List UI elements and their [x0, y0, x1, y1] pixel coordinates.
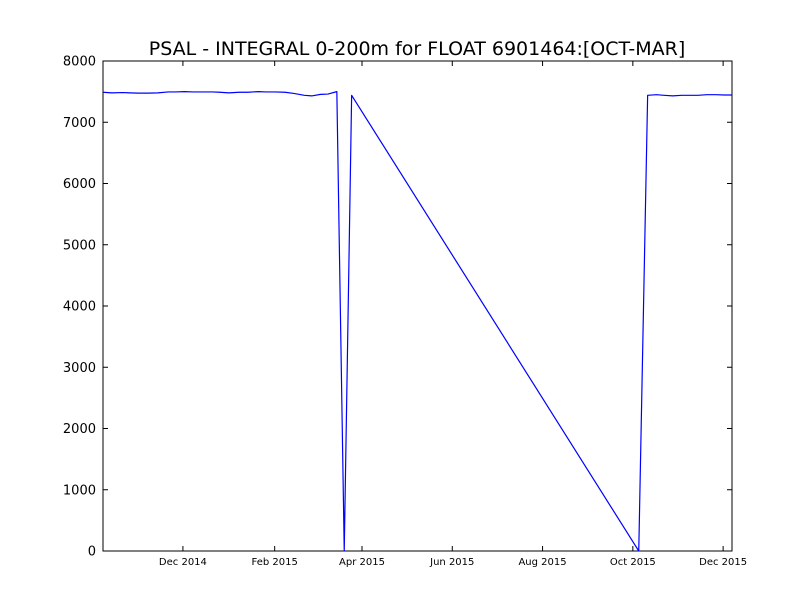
series-line [102, 91, 732, 552]
y-tick-label: 8000 [63, 55, 96, 70]
y-tick-label: 1000 [63, 483, 96, 498]
y-tick-label: 7000 [63, 116, 96, 131]
plot-area: 0 1000 2000 3000 4000 5000 6000 7000 8000 Dec 201… [63, 55, 747, 569]
y-tick-label: 3000 [63, 361, 96, 376]
x-tick-label: Apr 2015 [339, 557, 385, 568]
y-tick-label: 5000 [63, 238, 96, 253]
y-tick-label: 2000 [63, 422, 96, 437]
x-tick-label: Aug 2015 [518, 557, 566, 568]
y-tick-label: 6000 [63, 177, 96, 192]
plot-frame [102, 60, 733, 552]
x-tick-label: Dec 2014 [159, 557, 207, 568]
x-tick-label: Feb 2015 [252, 557, 298, 568]
y-tick-label: 0 [88, 545, 96, 560]
x-tick-label: Jun 2015 [429, 557, 474, 568]
chart-title: PSAL - INTEGRAL 0-200m for FLOAT 6901464… [149, 38, 686, 60]
x-tick-label: Oct 2015 [610, 557, 656, 568]
y-tick-label: 4000 [63, 300, 96, 315]
x-tick-label: Dec 2015 [699, 557, 747, 568]
